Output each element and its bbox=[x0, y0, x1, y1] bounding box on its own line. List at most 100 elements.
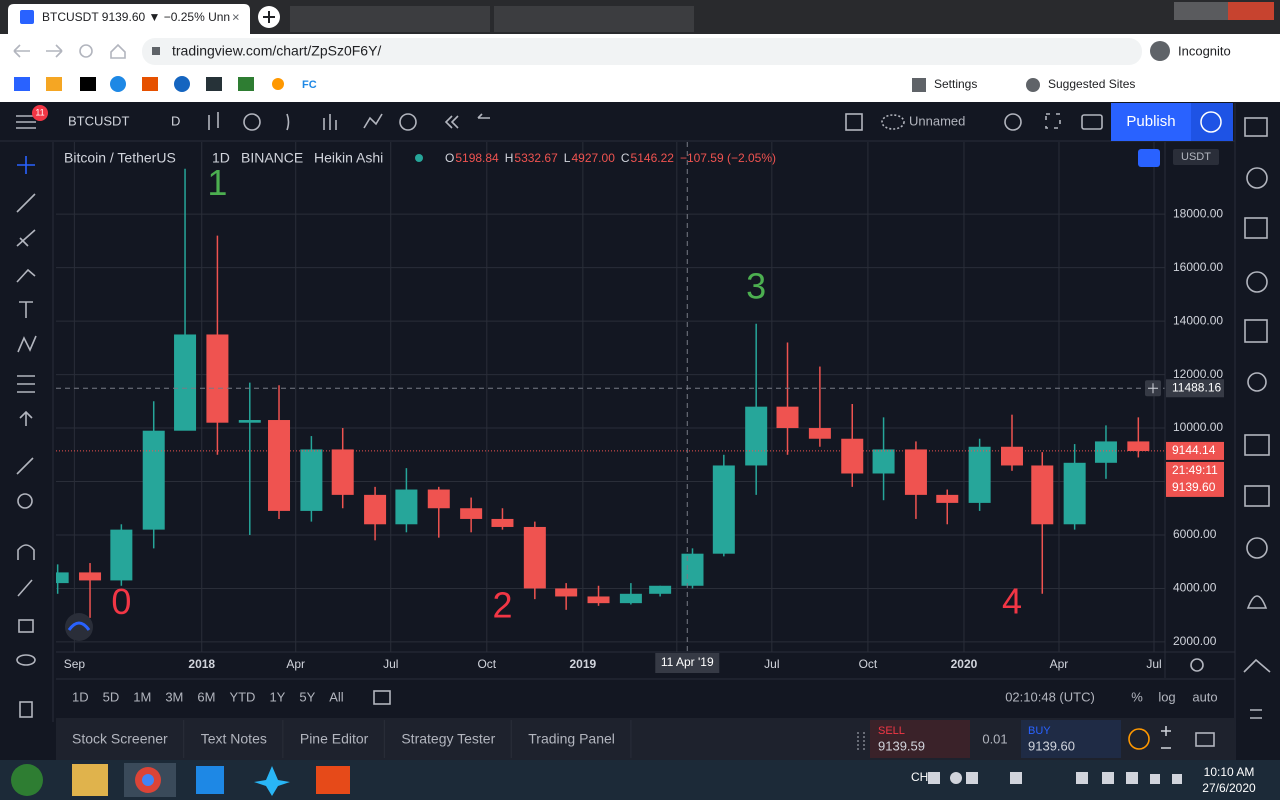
tab-close[interactable]: × bbox=[232, 9, 240, 24]
axis-settings[interactable] bbox=[1190, 658, 1204, 672]
panel-tab[interactable]: Strategy Tester bbox=[401, 731, 495, 747]
interval[interactable]: D bbox=[171, 113, 180, 128]
range-button[interactable]: 1M bbox=[133, 689, 151, 704]
drawing-tools[interactable] bbox=[16, 156, 37, 718]
x-tick-label: Sep bbox=[64, 657, 86, 671]
candle-body bbox=[936, 494, 959, 503]
publish-button[interactable] bbox=[1111, 103, 1191, 141]
candle-body bbox=[364, 494, 387, 525]
inactive-tab[interactable] bbox=[290, 6, 490, 32]
y-tick-label: 10000.00 bbox=[1173, 420, 1223, 434]
forward[interactable] bbox=[46, 44, 63, 58]
x-tick-label: 2018 bbox=[188, 657, 215, 671]
settings[interactable] bbox=[1004, 113, 1022, 131]
currency-box bbox=[1173, 149, 1219, 165]
bookmark[interactable]: Suggested Sites bbox=[1048, 77, 1135, 91]
bookmark[interactable]: FC bbox=[302, 79, 317, 91]
panel-tab[interactable]: Stock Screener bbox=[72, 731, 168, 747]
info[interactable] bbox=[1128, 728, 1150, 750]
reload[interactable] bbox=[79, 44, 93, 58]
clock: 02:10:48 (UTC) bbox=[1005, 689, 1095, 704]
range-button[interactable]: 6M bbox=[197, 689, 215, 704]
range-button[interactable]: 1D bbox=[72, 689, 89, 704]
candle-body bbox=[206, 334, 229, 423]
y-tick-label: 2000.00 bbox=[1173, 634, 1217, 648]
candle-body bbox=[238, 420, 261, 423]
back[interactable] bbox=[13, 44, 30, 58]
range-button[interactable]: 5Y bbox=[299, 689, 315, 704]
quantity-steppers[interactable] bbox=[1161, 726, 1171, 749]
y-tick-label: 6000.00 bbox=[1173, 527, 1217, 541]
legend-interval: 1D bbox=[212, 150, 230, 166]
input-language[interactable]: CH bbox=[911, 770, 928, 784]
snapshot[interactable] bbox=[1081, 114, 1103, 130]
scale-option[interactable]: % bbox=[1131, 689, 1143, 704]
panel-tab[interactable]: Text Notes bbox=[201, 731, 267, 747]
range-button[interactable]: 3M bbox=[165, 689, 183, 704]
tab-title: BTCUSDT 9139.60 ▼ −0.25% Unn bbox=[42, 10, 230, 24]
y-tick-label: 12000.00 bbox=[1173, 367, 1223, 381]
candle-body bbox=[808, 428, 831, 439]
inactive-tab[interactable] bbox=[494, 6, 694, 32]
minimize[interactable] bbox=[1174, 2, 1204, 20]
drag-handle bbox=[857, 732, 865, 750]
candle-body bbox=[841, 438, 864, 474]
buy-label: BUY bbox=[1028, 725, 1051, 737]
candle-body bbox=[681, 553, 704, 586]
candle-body bbox=[56, 572, 69, 584]
active-tab[interactable] bbox=[8, 4, 250, 34]
replay-button[interactable] bbox=[1191, 103, 1233, 141]
panel-tab[interactable]: Trading Panel bbox=[528, 731, 615, 747]
compare-dates[interactable] bbox=[373, 690, 391, 705]
countdown: 21:49:11 bbox=[1172, 463, 1218, 477]
last-price-box bbox=[1166, 441, 1224, 460]
tray-icons[interactable] bbox=[928, 772, 1182, 784]
sell-button[interactable] bbox=[870, 720, 970, 758]
scale-option[interactable]: log bbox=[1158, 689, 1175, 704]
crosshair-date-box bbox=[655, 653, 720, 673]
range-button[interactable]: All bbox=[329, 689, 344, 704]
close-window[interactable] bbox=[1228, 2, 1274, 20]
maximize[interactable] bbox=[1204, 2, 1228, 20]
x-tick-label: Oct bbox=[477, 657, 496, 671]
address-bar[interactable] bbox=[142, 38, 1142, 65]
symbol[interactable]: BTCUSDT bbox=[68, 113, 129, 128]
bookmark[interactable]: Settings bbox=[934, 77, 977, 91]
sell-price: 9139.59 bbox=[878, 738, 925, 753]
sidebar-icons[interactable] bbox=[1243, 117, 1271, 719]
replay-icon bbox=[1200, 111, 1222, 133]
grid bbox=[56, 142, 1165, 652]
candle-body bbox=[712, 465, 735, 554]
buy-button[interactable] bbox=[1021, 720, 1121, 758]
publish-label: Publish bbox=[1126, 113, 1175, 130]
badge-count: 11 bbox=[35, 107, 44, 117]
candle-body bbox=[555, 588, 578, 597]
toolbar-icons[interactable] bbox=[208, 112, 490, 131]
layout-name[interactable]: Unnamed bbox=[909, 113, 965, 128]
status-dot bbox=[415, 154, 423, 162]
range-button[interactable]: 5D bbox=[103, 689, 120, 704]
bookmark-icons bbox=[14, 76, 284, 92]
start-button[interactable] bbox=[11, 764, 43, 796]
home[interactable] bbox=[110, 43, 126, 59]
clock-time: 10:10 AM bbox=[1204, 765, 1255, 779]
range-button[interactable]: 1Y bbox=[269, 689, 285, 704]
panel-tab[interactable]: Pine Editor bbox=[300, 731, 369, 747]
fullscreen-box[interactable] bbox=[845, 113, 863, 131]
range-button[interactable]: YTD bbox=[229, 689, 255, 704]
cloud bbox=[881, 114, 905, 130]
auto-scale[interactable] bbox=[1138, 149, 1160, 167]
candle-body bbox=[587, 596, 610, 604]
profile[interactable]: Incognito bbox=[1178, 43, 1231, 58]
scale-option[interactable]: auto bbox=[1192, 689, 1217, 704]
bookmark-icon bbox=[912, 78, 926, 92]
y-tick-label: 4000.00 bbox=[1173, 581, 1217, 595]
legend-exchange: BINANCE bbox=[241, 150, 303, 166]
taskbar-apps[interactable] bbox=[72, 763, 350, 797]
candle-body bbox=[619, 593, 642, 604]
legend-style: Heikin Ashi bbox=[314, 150, 383, 166]
ohlc-key: H bbox=[505, 151, 514, 165]
candle-body bbox=[460, 508, 483, 519]
panel-toggle[interactable] bbox=[1195, 732, 1215, 747]
y-tick-label: 18000.00 bbox=[1173, 206, 1223, 220]
